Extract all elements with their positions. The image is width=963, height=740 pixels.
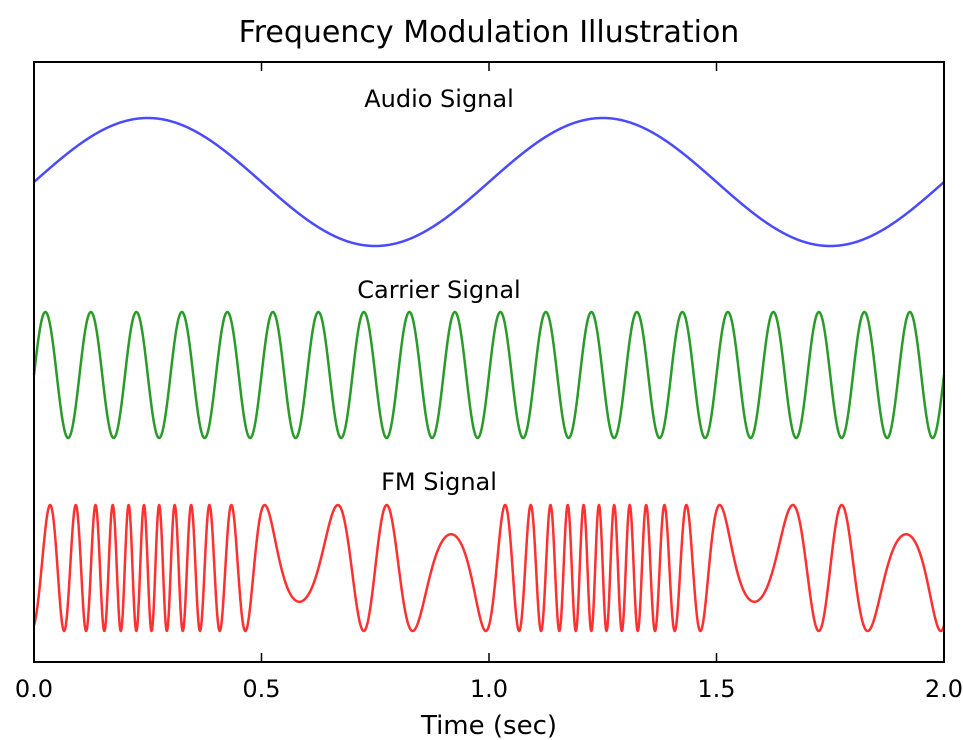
x-tick-label: 1.5 [697, 675, 735, 703]
x-tick-label: 0.0 [15, 675, 53, 703]
x-tick-label: 0.5 [242, 675, 280, 703]
carrier-signal-line [32, 310, 946, 440]
x-axis-label: Time (sec) [420, 711, 557, 740]
x-tick-label: 1.0 [470, 675, 508, 703]
series-labels: Audio Signal Carrier Signal FM Signal [357, 85, 520, 496]
x-axis: 0.0 0.5 1.0 1.5 2.0 [15, 62, 963, 703]
carrier-signal-label: Carrier Signal [357, 276, 520, 304]
fm-signal-line [32, 503, 946, 633]
audio-signal-line [33, 116, 945, 248]
chart-title: Frequency Modulation Illustration [239, 15, 740, 50]
fm-signal-label: FM Signal [381, 468, 497, 496]
x-tick-label: 2.0 [925, 675, 963, 703]
audio-signal-label: Audio Signal [364, 85, 514, 113]
plot-area [32, 116, 946, 633]
